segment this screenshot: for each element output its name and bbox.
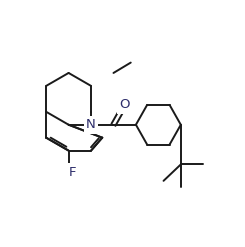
Text: N: N — [86, 118, 96, 131]
Text: O: O — [120, 98, 130, 111]
Text: F: F — [69, 166, 76, 179]
